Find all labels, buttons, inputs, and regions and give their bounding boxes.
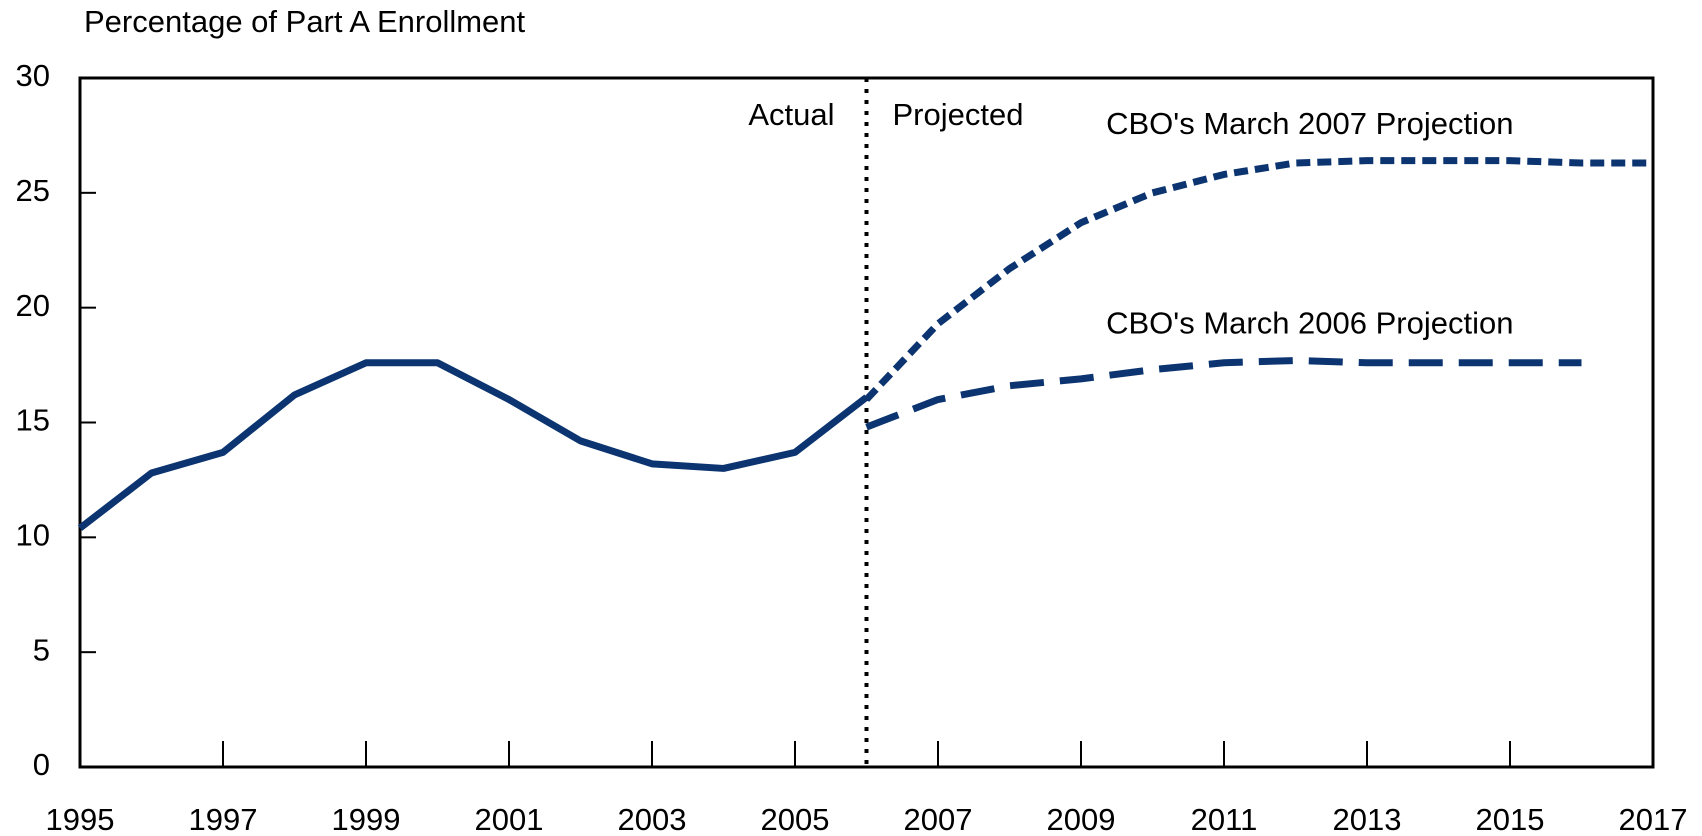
x-tick-label: 2017 — [1619, 802, 1688, 836]
x-tick-label: 1995 — [46, 802, 115, 836]
x-tick-label: 2013 — [1333, 802, 1402, 836]
annotation: Projected — [893, 97, 1024, 132]
y-tick-label: 25 — [16, 173, 50, 208]
y-axis-label: Percentage of Part A Enrollment — [84, 4, 526, 39]
x-tick-label: 2007 — [904, 802, 973, 836]
x-tick-label: 2001 — [475, 802, 544, 836]
y-tick-label: 30 — [16, 58, 50, 93]
annotation: Actual — [748, 97, 834, 132]
line-series — [863, 157, 1653, 402]
line-series — [865, 356, 1582, 431]
y-tick-label: 5 — [33, 632, 50, 667]
y-tick-label: 10 — [16, 518, 50, 553]
x-tick-label: 2005 — [761, 802, 830, 836]
x-tick-label: 2015 — [1476, 802, 1545, 836]
y-tick-label: 0 — [33, 747, 50, 782]
series-label: CBO's March 2007 Projection — [1106, 106, 1513, 141]
y-tick-label: 20 — [16, 288, 50, 323]
series-label: CBO's March 2006 Projection — [1106, 306, 1513, 341]
y-tick-label: 15 — [16, 403, 50, 438]
x-tick-label: 1997 — [189, 802, 258, 836]
x-tick-label: 2003 — [618, 802, 687, 836]
x-tick-label: 2011 — [1191, 802, 1258, 836]
x-tick-label: 2009 — [1047, 802, 1116, 836]
line-series — [77, 359, 869, 531]
x-tick-label: 1999 — [332, 802, 401, 836]
